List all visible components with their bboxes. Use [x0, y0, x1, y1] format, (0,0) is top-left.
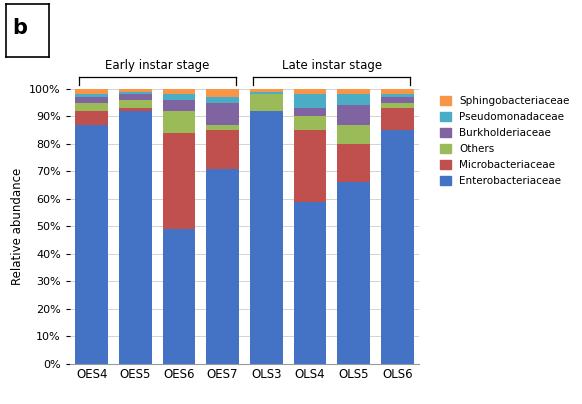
- Bar: [206, 103, 239, 124]
- Bar: [206, 89, 239, 97]
- Bar: [250, 95, 283, 111]
- Bar: [206, 97, 239, 103]
- Bar: [381, 130, 414, 364]
- Bar: [162, 89, 196, 95]
- Bar: [75, 111, 108, 124]
- Bar: [381, 89, 414, 95]
- Bar: [206, 124, 239, 130]
- Bar: [162, 229, 196, 364]
- Bar: [337, 124, 370, 144]
- Bar: [75, 89, 108, 95]
- Bar: [337, 105, 370, 124]
- Text: b: b: [12, 18, 27, 38]
- Bar: [293, 95, 327, 108]
- Bar: [119, 95, 152, 100]
- Y-axis label: Relative abundance: Relative abundance: [10, 168, 24, 285]
- Bar: [337, 182, 370, 364]
- Bar: [293, 116, 327, 130]
- Bar: [206, 168, 239, 364]
- Bar: [293, 202, 327, 364]
- Bar: [119, 89, 152, 92]
- Bar: [119, 92, 152, 95]
- Bar: [162, 111, 196, 133]
- Bar: [119, 108, 152, 111]
- Text: Late instar stage: Late instar stage: [282, 59, 382, 72]
- Bar: [119, 111, 152, 364]
- Legend: Sphingobacteriaceae, Pseudomonadaceae, Burkholderiaceae, Others, Microbacteriace: Sphingobacteriaceae, Pseudomonadaceae, B…: [438, 94, 572, 188]
- Bar: [206, 130, 239, 168]
- Bar: [381, 108, 414, 130]
- Bar: [250, 89, 283, 92]
- Bar: [293, 108, 327, 116]
- Bar: [162, 133, 196, 229]
- Bar: [381, 103, 414, 108]
- Bar: [337, 95, 370, 105]
- Bar: [75, 97, 108, 103]
- Bar: [162, 100, 196, 111]
- Bar: [75, 124, 108, 364]
- Bar: [337, 89, 370, 95]
- Bar: [381, 95, 414, 97]
- Bar: [119, 100, 152, 108]
- Bar: [293, 130, 327, 202]
- Bar: [162, 95, 196, 100]
- Bar: [293, 89, 327, 95]
- Bar: [75, 95, 108, 97]
- Text: Early instar stage: Early instar stage: [105, 59, 210, 72]
- Bar: [75, 103, 108, 111]
- Bar: [381, 97, 414, 103]
- Bar: [250, 92, 283, 95]
- Bar: [250, 111, 283, 364]
- Bar: [337, 144, 370, 182]
